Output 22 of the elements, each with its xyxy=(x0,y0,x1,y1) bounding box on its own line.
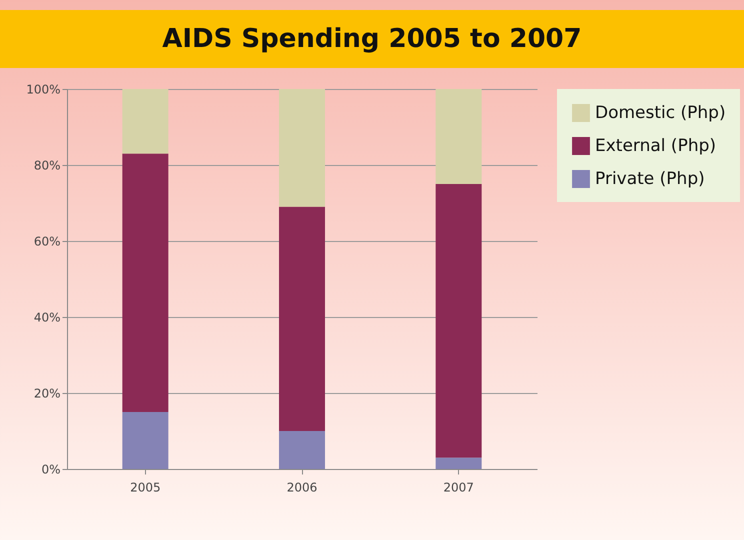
bar xyxy=(279,431,325,469)
x-tick-label: 2006 xyxy=(286,480,318,494)
y-tick-label: 80% xyxy=(34,158,60,172)
y-tick-label: 60% xyxy=(34,234,60,248)
chart-title: AIDS Spending 2005 to 2007 xyxy=(0,10,744,68)
bar xyxy=(279,206,325,431)
legend-label: Domestic (Php) xyxy=(595,103,726,123)
bar xyxy=(122,154,168,412)
bar xyxy=(279,89,325,207)
x-tick-label: 2007 xyxy=(443,480,474,494)
y-tick-label: 0% xyxy=(41,462,60,476)
bar xyxy=(436,458,482,469)
bar xyxy=(122,412,168,469)
y-tick-label: 100% xyxy=(26,82,60,96)
x-tick-label: 2005 xyxy=(130,480,161,494)
legend-label: External (Php) xyxy=(595,136,716,156)
y-tick-label: 40% xyxy=(34,310,60,324)
y-tick-label: 20% xyxy=(34,386,60,400)
bar xyxy=(436,184,482,458)
bar xyxy=(436,89,482,184)
legend-label: Private (Php) xyxy=(595,169,705,189)
bar xyxy=(122,89,168,154)
